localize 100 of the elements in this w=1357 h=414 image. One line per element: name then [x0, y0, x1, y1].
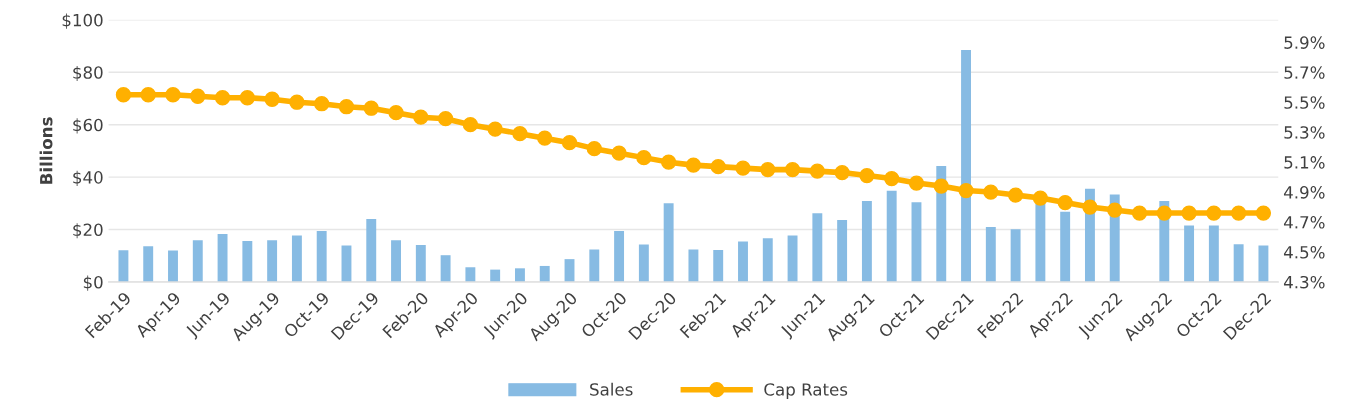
point [1057, 194, 1073, 211]
point [115, 87, 132, 103]
point [140, 87, 156, 103]
y2-tick-label: 4.9% [1283, 186, 1325, 199]
bar [738, 241, 748, 282]
point [983, 184, 999, 200]
point [1032, 190, 1049, 206]
point [784, 161, 801, 178]
bar [143, 246, 154, 282]
y2-tick-label: 4.5% [1283, 245, 1325, 259]
point [958, 182, 974, 199]
point [636, 150, 652, 166]
point [512, 126, 528, 142]
point [338, 99, 355, 115]
bar [762, 238, 773, 282]
y2-tick-label: 4.7% [1283, 216, 1325, 229]
bar [242, 241, 253, 282]
bar [514, 268, 525, 282]
bar [985, 226, 996, 282]
y-axis-title: Billions [39, 117, 53, 184]
bar [861, 200, 872, 282]
bar [911, 202, 922, 282]
y-tick-label: $60 [73, 118, 103, 134]
y-tick-label: $40 [73, 170, 103, 186]
bar [713, 249, 724, 282]
point [586, 141, 602, 157]
bar [1184, 225, 1195, 282]
bar [366, 219, 377, 282]
bar [217, 233, 228, 282]
y-tick-label: $0 [83, 275, 103, 291]
bar [490, 269, 501, 282]
bar [1010, 229, 1021, 282]
point [239, 90, 255, 106]
point [710, 158, 726, 175]
y2-tick-label: 5.9% [1284, 36, 1325, 49]
bar [638, 244, 649, 282]
point [933, 178, 949, 194]
bar [688, 249, 699, 282]
point [834, 164, 850, 181]
point [809, 163, 825, 179]
point [462, 117, 479, 133]
bar [961, 50, 971, 282]
bar [1208, 225, 1219, 282]
point [1082, 199, 1098, 215]
bar [316, 231, 327, 282]
point [413, 109, 429, 125]
point [264, 91, 280, 107]
point [214, 90, 231, 106]
y2-tick-label: 5.1% [1284, 156, 1325, 169]
point [685, 157, 702, 173]
bar [787, 235, 798, 282]
bar [539, 265, 550, 282]
point [1156, 205, 1172, 221]
point [314, 96, 330, 112]
bar [886, 190, 897, 282]
bar [118, 250, 129, 282]
bar [837, 220, 848, 282]
point [437, 111, 454, 127]
bar [1035, 204, 1046, 282]
point [760, 161, 776, 178]
point [1107, 202, 1123, 218]
bar [1258, 245, 1269, 282]
bar [1060, 211, 1071, 282]
bar [663, 203, 674, 282]
bar [589, 249, 600, 282]
y2-tick-label: 5.3% [1284, 126, 1325, 139]
y2-tick-label: 4.3% [1283, 275, 1325, 289]
bar [1233, 244, 1244, 282]
legend-label: Cap Rates [764, 383, 848, 399]
bar [440, 255, 451, 282]
bar [391, 240, 401, 282]
y-tick-label: $80 [73, 65, 103, 82]
point [908, 175, 925, 191]
point [537, 130, 553, 146]
y2-tick-label: 5.7% [1284, 66, 1325, 79]
point [289, 94, 305, 110]
point [1131, 205, 1148, 221]
y2-tick-label: 5.5% [1284, 96, 1325, 109]
bar [168, 250, 178, 282]
bar [192, 240, 203, 282]
legend-label: Sales [590, 382, 633, 396]
point [661, 154, 677, 170]
bar [614, 231, 625, 282]
point [363, 100, 379, 116]
y-tick-label: $20 [73, 223, 103, 239]
point [611, 145, 627, 161]
bar [465, 267, 476, 282]
bar [267, 240, 278, 282]
point [1007, 187, 1024, 203]
point [1231, 205, 1247, 221]
point [1181, 205, 1197, 221]
point [487, 121, 503, 137]
point [859, 167, 875, 184]
point [735, 160, 751, 176]
point [1255, 205, 1272, 221]
bar [291, 235, 302, 282]
point [1206, 205, 1222, 221]
point [388, 105, 404, 121]
bar [812, 213, 823, 282]
point [884, 170, 900, 187]
